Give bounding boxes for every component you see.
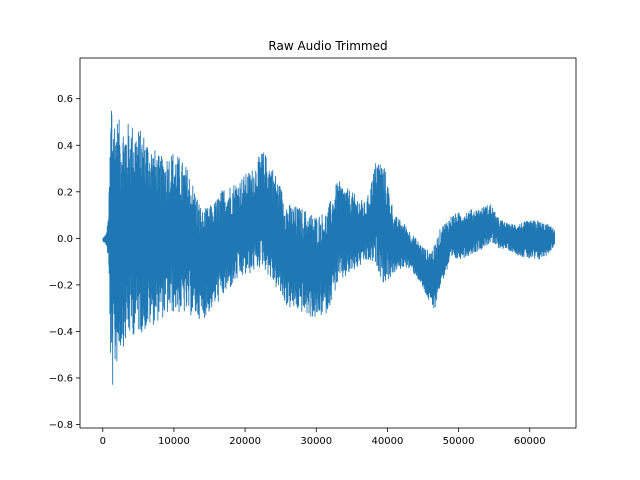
x-tick-label: 40000 bbox=[372, 436, 404, 447]
y-tick-label: −0.6 bbox=[49, 373, 73, 384]
x-tick-label: 50000 bbox=[443, 436, 475, 447]
y-tick-label: 0.6 bbox=[57, 94, 73, 105]
x-tick-label: 30000 bbox=[300, 436, 332, 447]
axes-frame bbox=[79, 57, 577, 429]
plot-area bbox=[79, 57, 577, 429]
x-tick-label: 0 bbox=[100, 436, 106, 447]
x-tick-label: 20000 bbox=[229, 436, 261, 447]
x-axis: 0 10000 20000 30000 40000 50000 60000 bbox=[100, 428, 546, 447]
y-tick-label: 0.2 bbox=[57, 187, 73, 198]
y-tick-label: 0.0 bbox=[57, 234, 73, 245]
y-tick-label: −0.2 bbox=[49, 280, 73, 291]
y-tick-label: −0.8 bbox=[49, 420, 73, 431]
waveform-series-line bbox=[102, 110, 556, 385]
chart-title: Raw Audio Trimmed bbox=[268, 39, 387, 53]
y-axis: −0.8 −0.6 −0.4 −0.2 0.0 0.2 0.4 0.6 bbox=[49, 94, 80, 431]
series-layer bbox=[102, 110, 556, 385]
x-tick-label: 60000 bbox=[514, 436, 546, 447]
y-tick-label: −0.4 bbox=[49, 327, 73, 338]
x-tick-label: 10000 bbox=[158, 436, 190, 447]
y-tick-label: 0.4 bbox=[57, 141, 73, 152]
